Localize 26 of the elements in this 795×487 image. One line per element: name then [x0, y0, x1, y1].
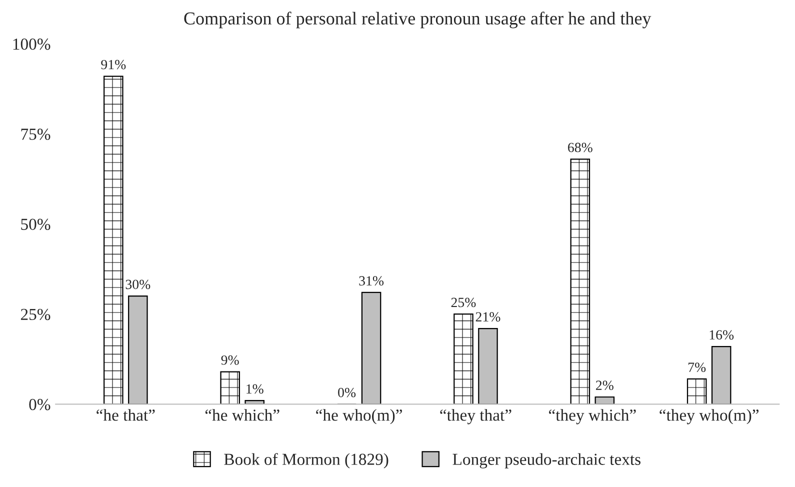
x-tick-label: “they which” — [549, 409, 636, 424]
chart-title: Comparison of personal relative pronoun usage after he and they — [184, 12, 652, 28]
legend-label: Longer pseudo-archaic texts — [452, 453, 640, 468]
x-tick-label: “he that” — [96, 409, 155, 421]
x-tick-label: “he which” — [205, 409, 280, 421]
data-label: 1% — [246, 384, 264, 394]
data-label: 21% — [476, 312, 500, 322]
data-label: 31% — [359, 276, 384, 286]
data-label: 9% — [221, 355, 239, 365]
x-tick-label: “he who(m)” — [316, 409, 402, 424]
data-label: 7% — [688, 362, 706, 372]
y-tick-label: 75% — [21, 128, 50, 140]
data-label: 91% — [101, 60, 126, 70]
y-tick-label: 50% — [21, 218, 50, 230]
data-label: 0% — [338, 388, 356, 398]
data-label: 30% — [126, 280, 150, 290]
x-tick-label: “they that” — [440, 409, 512, 424]
data-label: 2% — [596, 380, 614, 390]
legend-label: Book of Mormon (1829) — [224, 453, 388, 468]
data-label: 16% — [710, 330, 734, 340]
y-tick-label: 0% — [29, 398, 50, 410]
data-label: 68% — [568, 142, 592, 152]
x-tick-label: “they who(m)” — [660, 409, 758, 424]
y-tick-label: 100% — [13, 38, 50, 50]
y-tick-label: 25% — [20, 308, 50, 320]
data-label: 25% — [451, 298, 476, 308]
